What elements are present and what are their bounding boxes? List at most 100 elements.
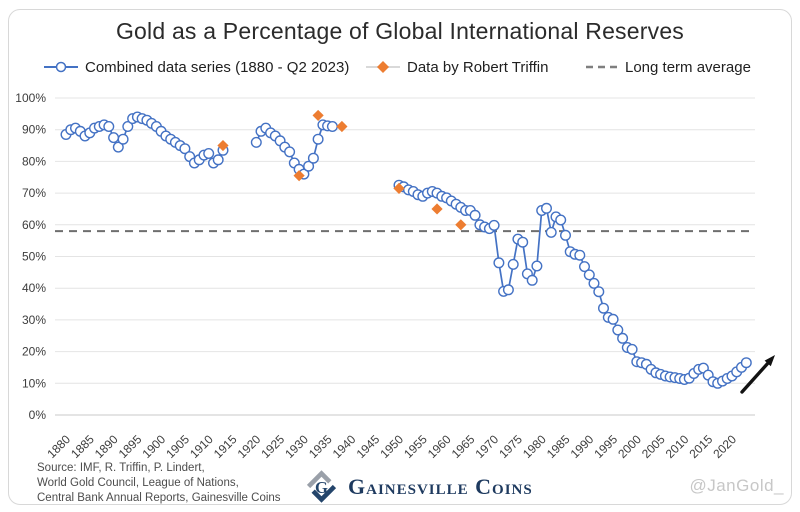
svg-text:2000: 2000: [615, 432, 644, 460]
triffin-point: [217, 139, 229, 152]
page-title: Gold as a Percentage of Global Internati…: [115, 18, 685, 44]
svg-text:1930: 1930: [282, 432, 311, 460]
svg-text:1920: 1920: [235, 432, 264, 460]
svg-text:1885: 1885: [68, 432, 97, 460]
data-point: [303, 160, 315, 172]
data-point: [545, 226, 557, 238]
svg-text:50%: 50%: [22, 250, 46, 264]
svg-text:100%: 100%: [15, 91, 46, 105]
data-point: [312, 133, 324, 145]
data-point: [617, 332, 629, 344]
svg-text:1990: 1990: [568, 432, 597, 460]
source-line: Central Bank Annual Reports, Gainesville…: [37, 492, 281, 504]
gainesville-coins-logo: G Gainesville Coins: [303, 468, 533, 505]
data-point: [488, 219, 500, 231]
triffin-point: [393, 182, 405, 194]
source-line: World Gold Council, League of Nations,: [37, 477, 239, 489]
triffin-point: [336, 120, 348, 133]
data-point: [507, 258, 519, 270]
data-point: [284, 146, 296, 158]
svg-text:1890: 1890: [92, 432, 121, 460]
legend-item-combined-series: Combined data series (1880 - Q2 2023): [44, 58, 349, 76]
svg-text:1975: 1975: [496, 432, 525, 460]
y-gridlines: [55, 97, 755, 416]
data-point: [112, 141, 124, 153]
dashed-line-marker-icon: [586, 65, 618, 69]
svg-text:0%: 0%: [29, 408, 47, 422]
triffin-point: [455, 219, 467, 231]
data-point: [326, 120, 338, 132]
data-point: [555, 214, 567, 226]
svg-text:G: G: [315, 478, 328, 497]
legend-label: Combined data series (1880 - Q2 2023): [85, 58, 350, 76]
diamond-marker-icon: [366, 61, 400, 73]
data-point: [502, 284, 514, 296]
x-tick-labels: 1880188518901895190019051910191519201925…: [44, 432, 739, 460]
svg-text:1985: 1985: [544, 432, 573, 460]
data-point: [307, 152, 319, 164]
data-point: [517, 236, 529, 248]
source-note: Source: IMF, R. Triffin, P. Lindert, Wor…: [37, 461, 281, 506]
triffin-point: [312, 109, 324, 122]
data-point: [574, 249, 586, 261]
combined-series-markers: [60, 111, 752, 389]
svg-text:60%: 60%: [22, 218, 46, 232]
data-point: [250, 136, 262, 148]
svg-text:1905: 1905: [163, 432, 192, 460]
data-point: [493, 257, 505, 269]
svg-text:2015: 2015: [687, 432, 716, 460]
combined-series-lines: [65, 116, 747, 385]
svg-text:1965: 1965: [449, 432, 478, 460]
svg-text:1960: 1960: [425, 432, 454, 460]
svg-text:1955: 1955: [401, 432, 430, 460]
svg-text:1915: 1915: [211, 432, 240, 460]
data-point: [740, 357, 752, 369]
legend-label: Data by Robert Triffin: [407, 58, 549, 76]
svg-text:2005: 2005: [639, 432, 668, 460]
svg-text:2010: 2010: [663, 432, 692, 460]
svg-text:1895: 1895: [116, 432, 145, 460]
data-point: [469, 209, 481, 221]
svg-text:1970: 1970: [472, 432, 501, 460]
legend-label: Long term average: [625, 58, 751, 76]
legend-item-triffin: Data by Robert Triffin: [366, 58, 548, 76]
data-point: [560, 229, 572, 241]
watermark-handle: @JanGold_: [689, 476, 784, 495]
y-tick-labels: 0% 10% 20% 30% 40% 50% 60% 70% 80% 90% 100%: [15, 91, 46, 422]
data-point: [541, 202, 553, 214]
data-point: [612, 324, 624, 336]
svg-text:1935: 1935: [306, 432, 335, 460]
data-point: [593, 286, 605, 298]
svg-text:80%: 80%: [22, 154, 46, 168]
data-point: [203, 147, 215, 159]
svg-text:90%: 90%: [22, 123, 46, 137]
data-point: [588, 277, 600, 289]
svg-text:1940: 1940: [330, 432, 359, 460]
svg-text:1950: 1950: [377, 432, 406, 460]
gainesville-coins-logo-icon: G: [306, 470, 337, 503]
legend-item-long-term-average: Long term average: [586, 58, 751, 76]
svg-text:40%: 40%: [22, 281, 46, 295]
data-point: [579, 261, 591, 273]
data-point: [108, 132, 120, 144]
triffin-points: [217, 109, 467, 231]
data-point: [122, 120, 134, 132]
svg-text:1880: 1880: [44, 432, 73, 460]
data-point: [526, 274, 538, 286]
data-point: [212, 154, 224, 166]
svg-text:1900: 1900: [139, 432, 168, 460]
line-circle-marker-icon: [44, 61, 78, 73]
svg-text:1910: 1910: [187, 432, 216, 460]
triffin-point: [293, 170, 305, 182]
data-point: [103, 120, 115, 132]
trend-arrow: [740, 355, 775, 394]
svg-text:20%: 20%: [22, 345, 46, 359]
svg-text:1945: 1945: [354, 432, 383, 460]
svg-text:1925: 1925: [258, 432, 287, 460]
data-point: [598, 302, 610, 314]
svg-text:1995: 1995: [591, 432, 620, 460]
svg-text:2020: 2020: [710, 432, 739, 460]
triffin-point: [431, 203, 443, 215]
svg-text:1980: 1980: [520, 432, 549, 460]
svg-text:10%: 10%: [22, 376, 46, 390]
